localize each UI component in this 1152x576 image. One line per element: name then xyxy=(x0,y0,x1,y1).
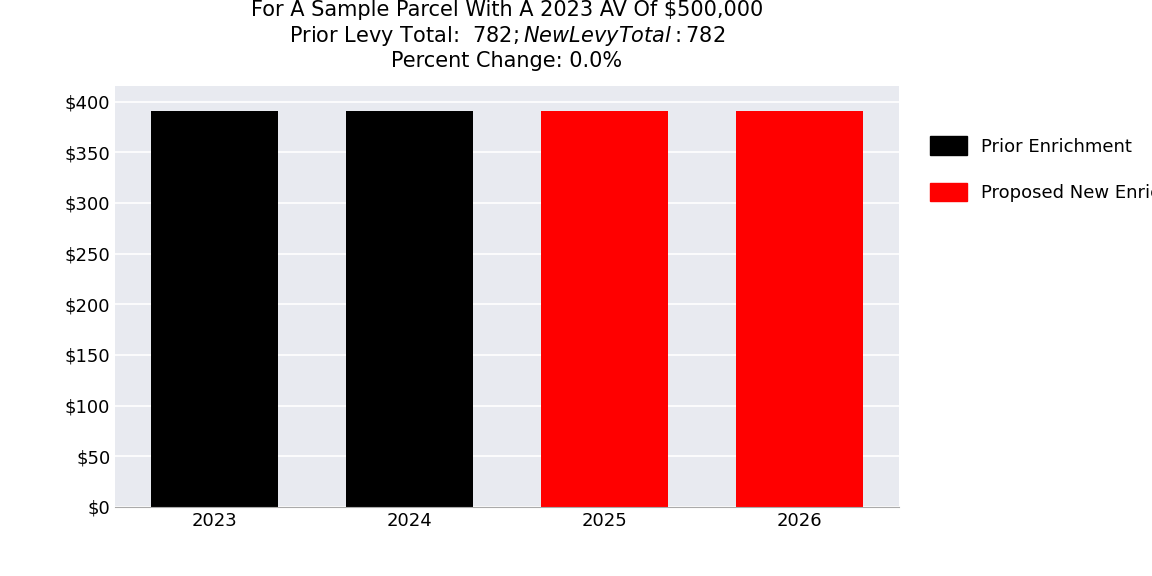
Bar xyxy=(346,111,472,507)
Bar xyxy=(736,111,863,507)
Legend: Prior Enrichment, Proposed New Enrichment: Prior Enrichment, Proposed New Enrichmen… xyxy=(923,129,1152,209)
Title: Creston SD Total Estimated Levy Amounts To Be Collected
For A Sample Parcel With: Creston SD Total Estimated Levy Amounts … xyxy=(204,0,810,71)
Bar xyxy=(541,111,668,507)
Bar xyxy=(151,111,278,507)
